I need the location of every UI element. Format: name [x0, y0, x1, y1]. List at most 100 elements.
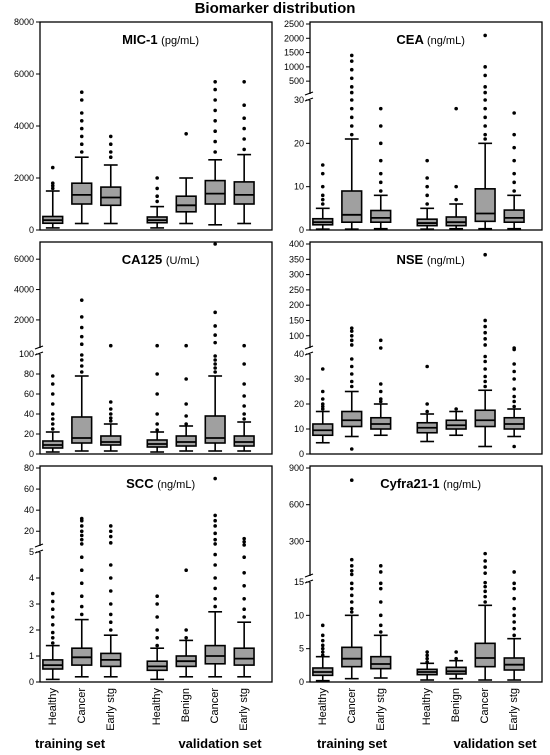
panel-marker-name: CEA: [396, 32, 427, 47]
outlier-point: [483, 367, 487, 371]
outlier-point: [242, 382, 246, 386]
outlier-point: [184, 414, 188, 418]
outlier-point: [378, 382, 383, 386]
box-early-stg: [503, 346, 525, 449]
outlier-point: [213, 358, 217, 362]
outlier-point: [184, 402, 188, 406]
outlier-point: [108, 620, 113, 624]
box-early-stg: [370, 106, 392, 230]
iqr-box: [175, 195, 197, 213]
outlier-point: [108, 589, 113, 593]
outlier-point: [242, 137, 246, 141]
outlier-point: [349, 98, 354, 102]
outlier-point: [378, 623, 383, 628]
outlier-point: [79, 364, 84, 368]
outlier-point: [483, 132, 487, 137]
outlier-point: [50, 382, 55, 386]
outlier-point: [184, 636, 188, 640]
outlier-point: [184, 377, 188, 381]
outlier-point: [79, 516, 84, 521]
outlier-point: [108, 142, 113, 146]
y-tick-label: 1500: [284, 48, 304, 58]
outlier-point: [79, 342, 84, 347]
outlier-point: [512, 362, 516, 366]
outlier-point: [320, 171, 325, 176]
outlier-point: [242, 404, 246, 408]
y-tick-label: 500: [289, 76, 304, 86]
y-tick-label: 300: [289, 270, 304, 280]
outlier-point: [483, 98, 487, 102]
outlier-point: [512, 626, 516, 631]
outlier-point: [454, 650, 458, 654]
outlier-point: [108, 419, 113, 423]
y-tick-label: 4: [29, 573, 34, 583]
outlier-point: [50, 402, 55, 406]
panel-label: NSE (ng/mL): [397, 252, 465, 267]
y-tick-label: 6000: [14, 69, 34, 79]
outlier-point: [349, 53, 354, 58]
outlier-point: [50, 615, 55, 619]
outlier-point: [378, 189, 383, 193]
box-healthy: [416, 364, 438, 443]
box-early-stg: [100, 524, 122, 678]
outlier-point: [108, 541, 113, 545]
outlier-point: [349, 610, 354, 614]
outlier-point: [483, 600, 487, 604]
outlier-point: [512, 189, 516, 193]
outlier-point: [349, 478, 354, 483]
y-tick-label: 200: [289, 300, 304, 310]
y-tick-label: 2000: [14, 173, 34, 183]
outlier-point: [512, 377, 516, 381]
iqr-box: [233, 435, 255, 447]
box-cancer: [341, 326, 363, 451]
outlier-point: [425, 202, 429, 206]
outlier-point: [512, 171, 516, 176]
outlier-point: [242, 147, 246, 152]
box-healthy: [312, 367, 334, 444]
outlier-point: [378, 630, 383, 634]
outlier-point: [483, 33, 487, 38]
outlier-point: [483, 337, 487, 341]
outlier-point: [213, 87, 217, 92]
outlier-point: [242, 362, 246, 366]
y-tick-label: 2000: [284, 33, 304, 43]
box-healthy: [416, 650, 438, 681]
outlier-point: [155, 412, 159, 416]
x-category-label: Cancer: [209, 688, 221, 724]
outlier-point: [483, 137, 487, 141]
outlier-point: [50, 623, 55, 627]
outlier-point: [213, 552, 217, 557]
outlier-point: [512, 399, 516, 404]
outlier-point: [213, 542, 217, 546]
outlier-point: [184, 132, 188, 136]
outlier-point: [320, 397, 325, 401]
axis-break-mark: [34, 543, 44, 548]
group-label-validation-right: validation set: [453, 736, 537, 751]
group-label-training-right: training set: [316, 736, 388, 751]
outlier-point: [320, 402, 325, 406]
box-early-stg: [233, 343, 255, 452]
outlier-point: [425, 364, 429, 369]
iqr-box: [233, 181, 255, 205]
panel-unit: (ng/mL): [427, 35, 465, 47]
panel-label: SCC (ng/mL): [126, 476, 195, 491]
outlier-point: [184, 568, 188, 572]
outlier-point: [349, 372, 354, 376]
outlier-point: [213, 604, 217, 609]
axis-break-gap: [37, 546, 45, 552]
box-early-stg: [233, 80, 255, 225]
outlier-point: [454, 656, 458, 661]
outlier-point: [349, 132, 354, 137]
iqr-box: [370, 655, 392, 670]
outlier-point: [378, 158, 383, 163]
box-cancer: [474, 33, 496, 230]
outlier-point: [483, 106, 487, 111]
iqr-box: [474, 188, 496, 223]
outlier-point: [79, 353, 84, 357]
outlier-point: [378, 389, 383, 394]
outlier-point: [108, 628, 113, 632]
outlier-point: [512, 620, 516, 624]
outlier-point: [79, 537, 84, 542]
outlier-point: [79, 150, 84, 154]
y-tick-label: 2: [29, 625, 34, 635]
